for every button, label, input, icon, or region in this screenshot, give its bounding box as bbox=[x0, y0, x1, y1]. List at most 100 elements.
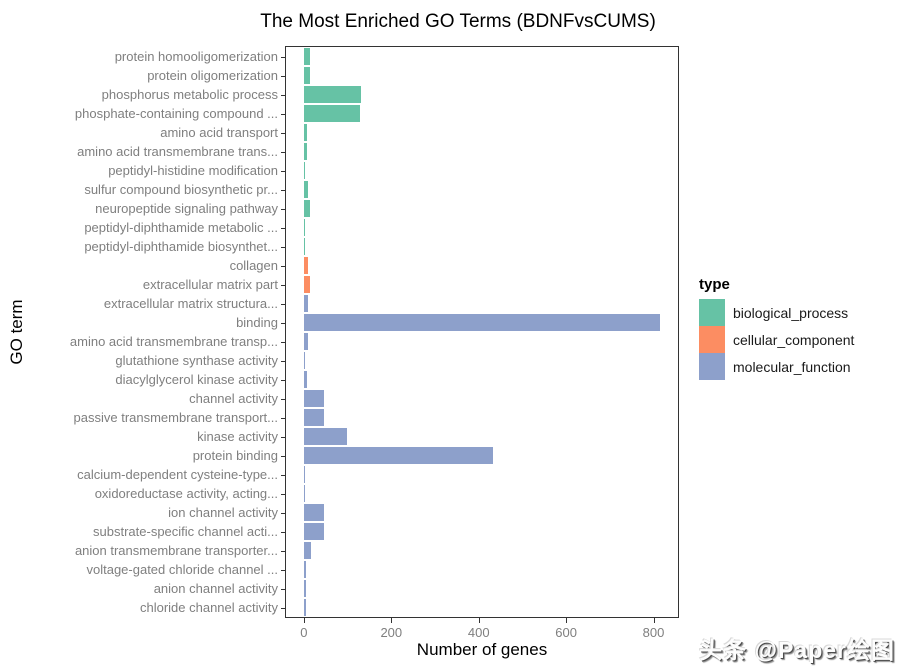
y-axis-label: anion channel activity bbox=[153, 581, 278, 596]
bar bbox=[303, 504, 324, 521]
y-axis-label: kinase activity bbox=[197, 429, 278, 444]
y-axis-label: channel activity bbox=[189, 391, 278, 406]
y-axis-label: extracellular matrix part bbox=[142, 277, 278, 292]
bar bbox=[303, 371, 307, 388]
y-axis-label: anion transmembrane transporter... bbox=[74, 543, 278, 558]
legend: type biological_process cellular_componen… bbox=[699, 276, 854, 380]
y-axis-label: sulfur compound biosynthetic pr... bbox=[84, 182, 278, 197]
x-axis-tick-label: 400 bbox=[467, 625, 490, 640]
y-axis-label: glutathione synthase activity bbox=[115, 353, 278, 368]
y-axis-tick bbox=[281, 569, 285, 571]
chart-title: The Most Enriched GO Terms (BDNFvsCUMS) bbox=[260, 11, 656, 32]
bar bbox=[303, 48, 311, 65]
y-axis-tick bbox=[281, 436, 285, 438]
bar bbox=[303, 181, 308, 198]
legend-swatch bbox=[699, 353, 725, 380]
legend-label: biological_process bbox=[733, 304, 849, 321]
x-axis-tick bbox=[303, 618, 305, 623]
bar bbox=[303, 295, 309, 312]
y-axis-label: amino acid transmembrane transp... bbox=[69, 334, 278, 349]
bar bbox=[303, 257, 308, 274]
y-axis-tick bbox=[281, 56, 285, 58]
bar bbox=[303, 466, 306, 483]
bar bbox=[303, 352, 306, 369]
bar bbox=[303, 67, 311, 84]
x-axis-tick bbox=[391, 618, 393, 623]
y-axis-tick bbox=[281, 265, 285, 267]
bar bbox=[303, 333, 308, 350]
y-axis-tick bbox=[281, 113, 285, 115]
y-axis-tick bbox=[281, 550, 285, 552]
y-axis-label: protein binding bbox=[192, 448, 278, 463]
y-axis-label: voltage-gated chloride channel ... bbox=[86, 562, 278, 577]
x-axis-tick bbox=[653, 618, 655, 623]
y-axis-label: peptidyl-diphthamide metabolic ... bbox=[84, 220, 278, 235]
y-axis-label: substrate-specific channel acti... bbox=[93, 524, 278, 539]
y-axis-label: amino acid transmembrane trans... bbox=[77, 144, 278, 159]
bar bbox=[303, 523, 324, 540]
y-axis-tick bbox=[281, 398, 285, 400]
bar bbox=[303, 390, 324, 407]
y-axis-tick bbox=[281, 417, 285, 419]
y-axis-tick bbox=[281, 531, 285, 533]
x-axis-tick bbox=[478, 618, 480, 623]
y-axis-label: protein oligomerization bbox=[147, 68, 278, 83]
bar bbox=[303, 276, 311, 293]
bar bbox=[303, 561, 306, 578]
bar bbox=[303, 485, 306, 502]
y-axis-tick bbox=[281, 75, 285, 77]
bar bbox=[303, 86, 361, 103]
bar bbox=[303, 105, 360, 122]
bar bbox=[303, 409, 324, 426]
legend-swatch bbox=[699, 326, 725, 353]
y-axis-tick bbox=[281, 588, 285, 590]
y-axis-tick bbox=[281, 189, 285, 191]
y-axis-tick bbox=[281, 341, 285, 343]
bar bbox=[303, 219, 306, 236]
legend-label: molecular_function bbox=[733, 358, 851, 375]
bar bbox=[303, 580, 306, 597]
y-axis-tick bbox=[281, 455, 285, 457]
y-axis-label: chloride channel activity bbox=[139, 600, 278, 615]
y-axis-label: extracellular matrix structura... bbox=[103, 296, 278, 311]
y-axis-label: ion channel activity bbox=[168, 505, 278, 520]
bar bbox=[303, 599, 307, 616]
y-axis-tick bbox=[281, 246, 285, 248]
y-axis-label: phosphorus metabolic process bbox=[101, 87, 278, 102]
y-axis-tick bbox=[281, 607, 285, 609]
x-axis-tick-label: 600 bbox=[555, 625, 577, 640]
y-axis-tick bbox=[281, 322, 285, 324]
y-axis-tick bbox=[281, 360, 285, 362]
y-axis-tick bbox=[281, 132, 285, 134]
x-axis-tick-label: 200 bbox=[380, 625, 403, 640]
bar bbox=[303, 314, 661, 331]
y-axis-tick bbox=[281, 512, 285, 514]
y-axis-label: protein homooligomerization bbox=[114, 49, 278, 64]
bar bbox=[303, 124, 308, 141]
y-axis-tick bbox=[281, 208, 285, 210]
y-axis-tick bbox=[281, 94, 285, 96]
y-axis-labels: protein homooligomerization protein oligo… bbox=[0, 47, 278, 617]
x-axis-tick bbox=[566, 618, 568, 623]
legend-swatch bbox=[699, 299, 725, 326]
x-axis-tick-label: 0 bbox=[300, 625, 308, 640]
y-axis-tick bbox=[281, 284, 285, 286]
legend-entry: biological_process bbox=[699, 299, 854, 326]
bar bbox=[303, 238, 306, 255]
y-axis-label: collagen bbox=[229, 258, 278, 273]
y-axis-label: oxidoreductase activity, acting... bbox=[94, 486, 278, 501]
bar bbox=[303, 542, 311, 559]
bar bbox=[303, 162, 306, 179]
y-axis-tick bbox=[281, 303, 285, 305]
y-axis-tick bbox=[281, 227, 285, 229]
x-axis-tick-label: 800 bbox=[642, 625, 665, 640]
y-axis-label: amino acid transport bbox=[160, 125, 278, 140]
plot-panel bbox=[285, 46, 679, 618]
legend-entry: molecular_function bbox=[699, 353, 854, 380]
y-axis-tick bbox=[281, 379, 285, 381]
legend-entry: cellular_component bbox=[699, 326, 854, 353]
bar bbox=[303, 200, 311, 217]
y-axis-tick bbox=[281, 151, 285, 153]
